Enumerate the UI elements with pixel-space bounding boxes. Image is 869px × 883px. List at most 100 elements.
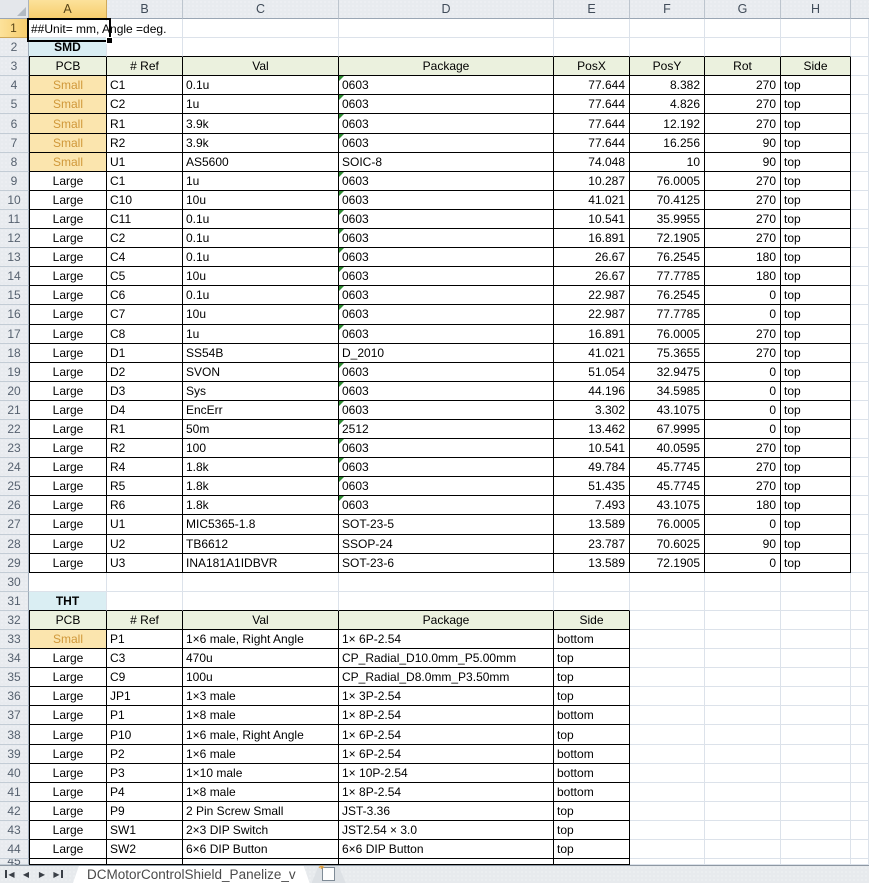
row-header-13[interactable]: 13 — [0, 248, 29, 268]
cell-D8-package[interactable]: SOIC-8 — [339, 152, 554, 172]
cell-D37-package[interactable]: 1× 8P-2.54 — [339, 706, 554, 726]
cell-D16-package[interactable]: 0603 — [339, 305, 554, 325]
cell-C23-val[interactable]: 100 — [183, 439, 339, 459]
cell-ovf4[interactable] — [851, 76, 869, 96]
row-header-42[interactable]: 42 — [0, 801, 29, 821]
cell-H32[interactable] — [781, 610, 851, 630]
cell-H6-side[interactable]: top — [781, 114, 851, 134]
cell-ovf31[interactable] — [851, 591, 869, 611]
cell-B24-ref[interactable]: R4 — [107, 458, 183, 478]
cell-A44-pcb[interactable]: Large — [29, 840, 107, 860]
row-header-22[interactable]: 22 — [0, 419, 29, 440]
cell-B41-ref[interactable]: P4 — [107, 782, 183, 802]
tht-header-side[interactable]: Side — [554, 610, 630, 630]
cell-A16-pcb[interactable]: Large — [29, 305, 107, 325]
cell-ovf34[interactable] — [851, 649, 869, 669]
cell-F9-posy[interactable]: 76.0005 — [630, 171, 705, 191]
cell-ovf3[interactable] — [851, 57, 869, 77]
cell-ovf39[interactable] — [851, 744, 869, 764]
row-header-38[interactable]: 38 — [0, 725, 29, 745]
cell-ovf38[interactable] — [851, 725, 869, 745]
cell-A45[interactable] — [29, 859, 107, 865]
cell-B36-ref[interactable]: JP1 — [107, 687, 183, 707]
cell-B8-ref[interactable]: U1 — [107, 152, 183, 172]
cell-E13-posx[interactable]: 26.67 — [554, 248, 630, 268]
cell-B39-ref[interactable]: P2 — [107, 744, 183, 764]
sheet-tab[interactable]: DCMotorControlShield_Panelize_v — [73, 866, 310, 883]
cell-C25-val[interactable]: 1.8k — [183, 477, 339, 497]
cell-A5-pcb[interactable]: Small — [29, 95, 107, 115]
cell-G27-rot[interactable]: 0 — [705, 515, 781, 535]
cell-E7-posx[interactable]: 77.644 — [554, 133, 630, 153]
cell-D23-package[interactable]: 0603 — [339, 439, 554, 459]
smd-header-posy[interactable]: PosY — [630, 57, 705, 77]
cell-A39-pcb[interactable]: Large — [29, 744, 107, 764]
cell-A35-pcb[interactable]: Large — [29, 668, 107, 688]
cell-E27-posx[interactable]: 13.589 — [554, 515, 630, 535]
row-header-39[interactable]: 39 — [0, 744, 29, 764]
cell-G32[interactable] — [705, 610, 781, 630]
cell-A7-pcb[interactable]: Small — [29, 133, 107, 153]
cell-A23-pcb[interactable]: Large — [29, 439, 107, 459]
cell-H4-side[interactable]: top — [781, 76, 851, 96]
cell-G10-rot[interactable]: 270 — [705, 190, 781, 210]
cell-G45[interactable] — [705, 859, 781, 865]
row-header-17[interactable]: 17 — [0, 324, 29, 344]
cell-F39[interactable] — [630, 744, 705, 764]
cell-ovf15[interactable] — [851, 286, 869, 306]
cell-F5-posy[interactable]: 4.826 — [630, 95, 705, 115]
cell-F45[interactable] — [630, 859, 705, 865]
cell-ovf26[interactable] — [851, 496, 869, 516]
cell-C43-val[interactable]: 2×3 DIP Switch — [183, 820, 339, 841]
cell-A2-smd-section[interactable]: SMD — [29, 38, 107, 58]
cell-D43-package[interactable]: JST2.54 × 3.0 — [339, 820, 554, 841]
row-header-40[interactable]: 40 — [0, 763, 29, 783]
row-header-30[interactable]: 30 — [0, 572, 29, 592]
cell-D5-package[interactable]: 0603 — [339, 95, 554, 115]
cell-G33[interactable] — [705, 630, 781, 650]
cell-E40-side[interactable]: bottom — [554, 763, 630, 783]
cell-C31[interactable] — [183, 591, 339, 611]
row-header-12[interactable]: 12 — [0, 229, 29, 249]
cell-D27-package[interactable]: SOT-23-5 — [339, 515, 554, 535]
column-header-F[interactable]: F — [630, 0, 705, 19]
cell-B18-ref[interactable]: D1 — [107, 343, 183, 363]
cell-H23-side[interactable]: top — [781, 439, 851, 459]
cell-D13-package[interactable]: 0603 — [339, 248, 554, 268]
cell-D34-package[interactable]: CP_Radial_D10.0mm_P5.00mm — [339, 649, 554, 669]
cell-ovf2[interactable] — [851, 38, 869, 58]
row-header-41[interactable]: 41 — [0, 782, 29, 802]
cell-F41[interactable] — [630, 782, 705, 802]
cell-C41-val[interactable]: 1×8 male — [183, 782, 339, 802]
cell-ovf40[interactable] — [851, 763, 869, 783]
cell-C18-val[interactable]: SS54B — [183, 343, 339, 363]
cell-D14-package[interactable]: 0603 — [339, 267, 554, 287]
cell-ovf19[interactable] — [851, 362, 869, 382]
cell-F25-posy[interactable]: 45.7745 — [630, 477, 705, 497]
cell-ovf9[interactable] — [851, 171, 869, 191]
smd-header-package[interactable]: Package — [339, 57, 554, 77]
cell-D31[interactable] — [339, 591, 554, 611]
cell-F32[interactable] — [630, 610, 705, 630]
cell-H40[interactable] — [781, 763, 851, 783]
cell-F17-posy[interactable]: 76.0005 — [630, 324, 705, 344]
cell-A28-pcb[interactable]: Large — [29, 534, 107, 554]
cell-H14-side[interactable]: top — [781, 267, 851, 287]
cell-A38-pcb[interactable]: Large — [29, 725, 107, 745]
cell-A27-pcb[interactable]: Large — [29, 515, 107, 535]
cell-ovf1[interactable] — [851, 19, 869, 39]
cell-A10-pcb[interactable]: Large — [29, 190, 107, 210]
tht-header-package[interactable]: Package — [339, 610, 554, 630]
smd-header-ref[interactable]: # Ref — [107, 57, 183, 77]
cell-B6-ref[interactable]: R1 — [107, 114, 183, 134]
cell-F26-posy[interactable]: 43.1075 — [630, 496, 705, 516]
cell-C22-val[interactable]: 50m — [183, 419, 339, 440]
cell-ovf23[interactable] — [851, 439, 869, 459]
cell-B31[interactable] — [107, 591, 183, 611]
cell-C42-val[interactable]: 2 Pin Screw Small — [183, 801, 339, 821]
cell-E16-posx[interactable]: 22.987 — [554, 305, 630, 325]
select-all-corner[interactable] — [0, 0, 29, 19]
cell-F20-posy[interactable]: 34.5985 — [630, 381, 705, 401]
cell-E9-posx[interactable]: 10.287 — [554, 171, 630, 191]
row-header-33[interactable]: 33 — [0, 630, 29, 650]
